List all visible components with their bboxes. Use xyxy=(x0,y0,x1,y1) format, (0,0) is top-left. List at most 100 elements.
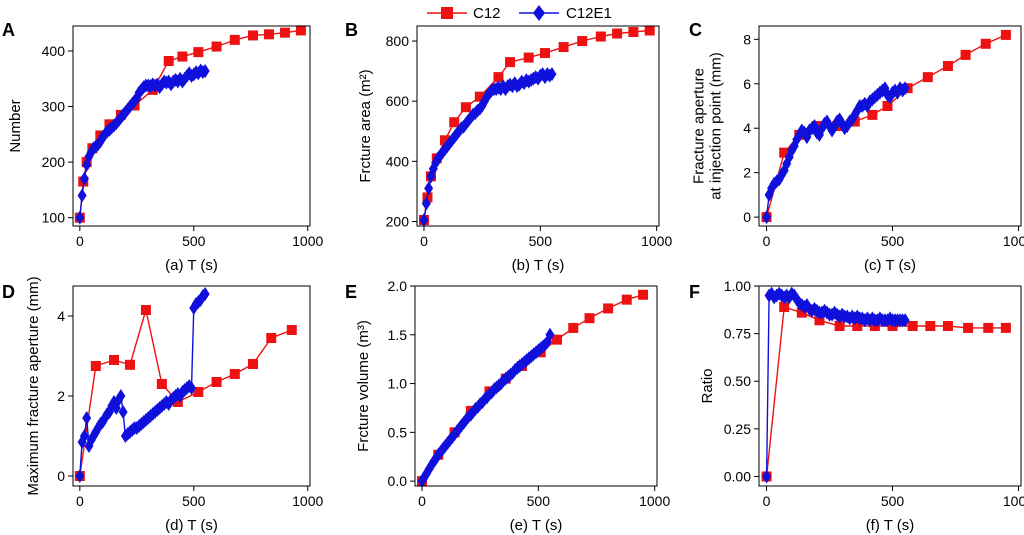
x-axis-label-c: (c) T (s) xyxy=(864,257,916,274)
point-c12-f xyxy=(983,322,994,333)
point-c12-c xyxy=(1000,29,1011,40)
point-c12-f xyxy=(779,301,790,312)
point-c12-b xyxy=(558,42,569,53)
point-c12-c xyxy=(960,49,971,60)
y-tick-label-a: 400 xyxy=(42,43,66,59)
y-tick-label-a: 200 xyxy=(42,154,66,170)
panel-letter-b: B xyxy=(345,20,358,40)
y-tick-label-c: 6 xyxy=(743,76,751,92)
point-c12-c xyxy=(867,109,878,120)
point-c12e1-d xyxy=(200,287,210,301)
point-c12-b xyxy=(493,72,504,83)
point-c12-d xyxy=(211,377,222,387)
x-tick-label-e: 1000 xyxy=(639,493,670,509)
y-tick-label-f: 0.50 xyxy=(724,373,751,389)
panel-f: F 0 500 1000 0.00 0.25 0.50 0.75 1.00 (f) T (s) Ra… xyxy=(689,278,1024,534)
point-c12-e xyxy=(551,334,562,345)
panel-letter-c: C xyxy=(689,20,702,40)
plot-frame-e xyxy=(414,285,658,487)
x-tick-label-c: 1000 xyxy=(1003,233,1024,249)
point-c12e1-e xyxy=(545,327,555,342)
y-tick-label-e: 0.0 xyxy=(388,473,408,489)
point-c12e1-c xyxy=(900,81,910,96)
point-c12-a xyxy=(211,41,222,52)
y-tick-label-b: 600 xyxy=(386,93,410,109)
x-tick-label-c: 0 xyxy=(763,233,771,249)
legend-label-c12: C12 xyxy=(473,5,501,22)
y-tick-label-d: 0 xyxy=(57,468,65,484)
plot-frame-b xyxy=(416,25,660,227)
point-c12e1-a xyxy=(79,171,89,186)
point-c12-a xyxy=(279,27,290,38)
point-c12e1-d xyxy=(82,411,92,425)
y-axis-label-d: Maximum fracture aperture (mm) xyxy=(25,276,42,495)
point-c12e1-f xyxy=(762,469,772,484)
point-c12-e xyxy=(621,294,632,305)
x-axis-label-b: (b) T (s) xyxy=(512,257,565,274)
point-c12e1-f xyxy=(900,313,910,328)
panel-c: C 0 500 1000 0 2 4 6 8 (c) T (s) Fracture aperture… xyxy=(689,20,1024,274)
point-c12-b xyxy=(474,91,485,102)
point-c12-f xyxy=(942,321,953,331)
point-c12-a xyxy=(263,29,274,40)
plot-frame-d xyxy=(72,285,311,487)
y-tick-label-a: 300 xyxy=(42,99,66,115)
point-c12-f xyxy=(925,321,936,331)
y-tick-label-c: 4 xyxy=(743,120,751,136)
point-c12-e xyxy=(603,303,614,314)
panel-d: D 0 500 1000 0 2 4 (d) T (s) Maximum fracture ap… xyxy=(2,276,324,534)
x-tick-label-a: 1000 xyxy=(292,233,323,249)
point-c12e1-d xyxy=(75,469,85,483)
panel-a: A 0 500 1000 100 200 300 400 (a) T (s) Number xyxy=(2,20,324,274)
point-c12e1-b xyxy=(547,67,557,82)
x-tick-label-d: 1000 xyxy=(292,493,323,509)
point-c12-e xyxy=(584,313,595,324)
x-tick-label-b: 500 xyxy=(529,233,553,249)
legend-label-c12e1: C12E1 xyxy=(566,5,612,22)
x-tick-label-a: 0 xyxy=(76,233,84,249)
x-tick-label-b: 0 xyxy=(420,233,428,249)
point-c12e1-a xyxy=(200,64,210,78)
panel-letter-e: E xyxy=(345,282,357,302)
point-c12-c xyxy=(942,61,953,71)
point-c12-b xyxy=(577,36,588,47)
point-c12-d xyxy=(124,359,135,370)
y-tick-label-f: 0.75 xyxy=(724,326,751,342)
y-tick-label-f: 1.00 xyxy=(724,278,751,294)
x-axis-label-a: (a) T (s) xyxy=(165,257,218,274)
panel-letter-a: A xyxy=(2,20,15,40)
y-axis-label-e: Frcture volume (m³) xyxy=(355,320,372,452)
plot-frame-f xyxy=(758,285,1022,487)
point-c12-b xyxy=(505,57,516,68)
point-c12-b xyxy=(644,25,655,36)
point-c12-f xyxy=(852,321,863,331)
plot-frame-a xyxy=(72,25,311,227)
x-tick-label-a: 500 xyxy=(182,233,206,249)
point-c12e1-d xyxy=(116,389,126,403)
point-c12-f xyxy=(963,322,974,333)
y-axis-label-f: Ratio xyxy=(699,368,716,403)
y-tick-label-e: 0.5 xyxy=(388,424,408,440)
y-tick-label-d: 4 xyxy=(57,308,65,324)
x-tick-label-c: 500 xyxy=(881,233,905,249)
point-c12e1-d xyxy=(79,429,89,443)
y-tick-label-e: 1.0 xyxy=(388,376,408,392)
point-c12-d xyxy=(90,361,101,371)
point-c12-d xyxy=(109,355,120,365)
point-c12-f xyxy=(907,321,918,331)
panel-letter-f: F xyxy=(689,282,700,302)
point-c12e1-b xyxy=(419,212,429,227)
point-c12-a xyxy=(248,30,259,41)
x-tick-label-f: 0 xyxy=(763,493,771,509)
panel-e: E 0 500 1000 0.0 0.5 1.0 1.5 2.0 (e) T (s) Frcture… xyxy=(345,278,670,534)
point-c12-a xyxy=(163,56,174,66)
point-c12-e xyxy=(638,289,649,300)
point-c12-b xyxy=(628,27,639,38)
x-tick-label-e: 0 xyxy=(418,493,426,509)
x-tick-label-d: 0 xyxy=(76,493,84,509)
point-c12-f xyxy=(834,321,845,331)
point-c12-b xyxy=(460,102,471,113)
point-c12-b xyxy=(523,52,534,63)
point-c12-d xyxy=(286,325,297,335)
